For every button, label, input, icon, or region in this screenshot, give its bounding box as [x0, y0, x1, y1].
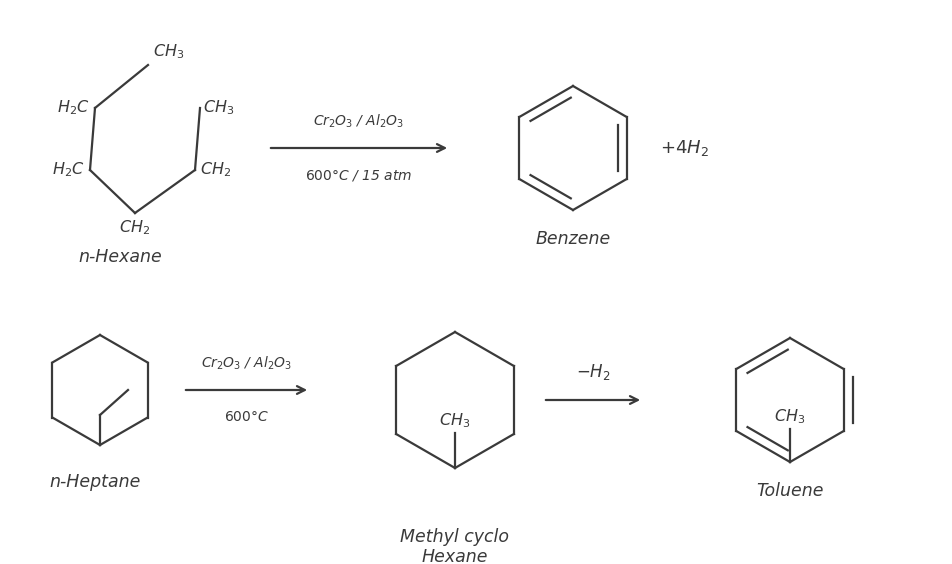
Text: $CH_2$: $CH_2$ — [119, 218, 150, 237]
Text: n-Hexane: n-Hexane — [78, 248, 162, 266]
Text: $CH_3$: $CH_3$ — [203, 99, 234, 117]
Text: $600°C$ / 15 atm: $600°C$ / 15 atm — [306, 168, 412, 183]
Text: $Cr_2O_3$ / $Al_2O_3$: $Cr_2O_3$ / $Al_2O_3$ — [201, 355, 292, 372]
Text: $CH_3$: $CH_3$ — [774, 407, 805, 426]
Text: Benzene: Benzene — [535, 230, 610, 248]
Text: $CH_3$: $CH_3$ — [439, 411, 470, 430]
Text: Hexane: Hexane — [422, 548, 488, 564]
Text: Methyl cyclo: Methyl cyclo — [401, 528, 509, 546]
Text: $600°C$: $600°C$ — [224, 410, 269, 424]
Text: $-H_2$: $-H_2$ — [576, 362, 610, 382]
Text: $CH_3$: $CH_3$ — [153, 42, 185, 61]
Text: $CH_2$: $CH_2$ — [200, 161, 231, 179]
Text: $Cr_2O_3$ / $Al_2O_3$: $Cr_2O_3$ / $Al_2O_3$ — [313, 113, 405, 130]
Text: $H_2C$: $H_2C$ — [57, 99, 90, 117]
Text: Toluene: Toluene — [756, 482, 823, 500]
Text: $H_2C$: $H_2C$ — [52, 161, 85, 179]
Text: n-Heptane: n-Heptane — [50, 473, 141, 491]
Text: $+4H_2$: $+4H_2$ — [660, 138, 709, 158]
